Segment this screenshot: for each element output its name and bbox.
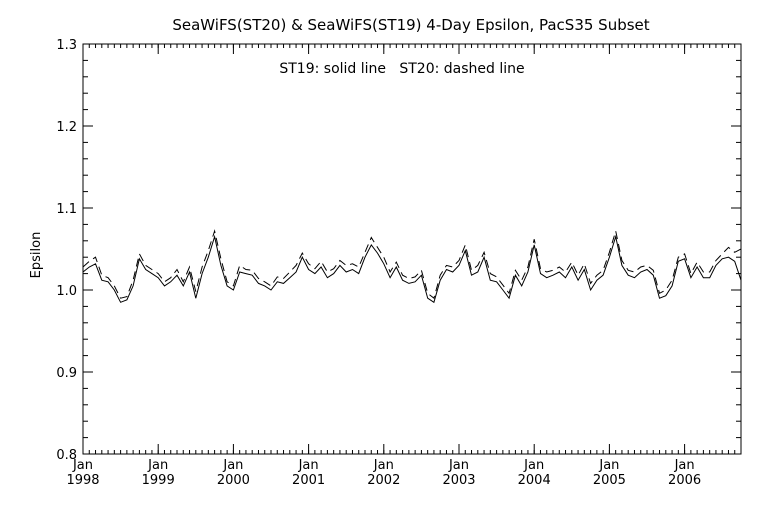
- x-tick-year-label: 2006: [668, 473, 701, 488]
- axes: 0.80.91.01.11.21.3Jan1998Jan1999Jan2000J…: [56, 38, 742, 488]
- y-tick-label: 1.3: [56, 38, 77, 53]
- x-tick-year-label: 2002: [367, 473, 400, 488]
- x-tick-month-label: Jan: [222, 458, 243, 473]
- x-tick-year-label: 2003: [442, 473, 475, 488]
- x-tick-year-label: 2004: [518, 473, 551, 488]
- x-tick-year-label: 2001: [292, 473, 325, 488]
- series-line-st19: [82, 234, 742, 304]
- x-tick-month-label: Jan: [523, 458, 544, 473]
- x-tick-month-label: Jan: [674, 458, 695, 473]
- x-tick-month-label: Jan: [448, 458, 469, 473]
- x-tick-year-label: 1998: [66, 473, 99, 488]
- x-tick-month-label: Jan: [598, 458, 619, 473]
- x-tick-month-label: Jan: [147, 458, 168, 473]
- series-line-st20: [82, 229, 742, 300]
- x-tick-month-label: Jan: [373, 458, 394, 473]
- y-tick-label: 1.2: [56, 120, 77, 135]
- plot-frame: [82, 43, 742, 455]
- x-tick-month-label: Jan: [298, 458, 319, 473]
- x-tick-year-label: 2000: [217, 473, 250, 488]
- y-tick-label: 0.9: [56, 366, 77, 381]
- x-tick-year-label: 1999: [142, 473, 175, 488]
- x-tick-month-label: Jan: [72, 458, 93, 473]
- series-lines: [82, 229, 742, 304]
- y-tick-label: 1.1: [56, 202, 77, 217]
- y-axis-label: Epsilon: [29, 232, 44, 279]
- y-tick-label: 0.8: [56, 448, 77, 463]
- legend-annotation: ST19: solid line ST20: dashed line: [279, 61, 524, 77]
- chart-title: SeaWiFS(ST20) & SeaWiFS(ST19) 4-Day Epsi…: [172, 16, 649, 34]
- y-tick-label: 1.0: [56, 284, 77, 299]
- x-tick-year-label: 2005: [593, 473, 626, 488]
